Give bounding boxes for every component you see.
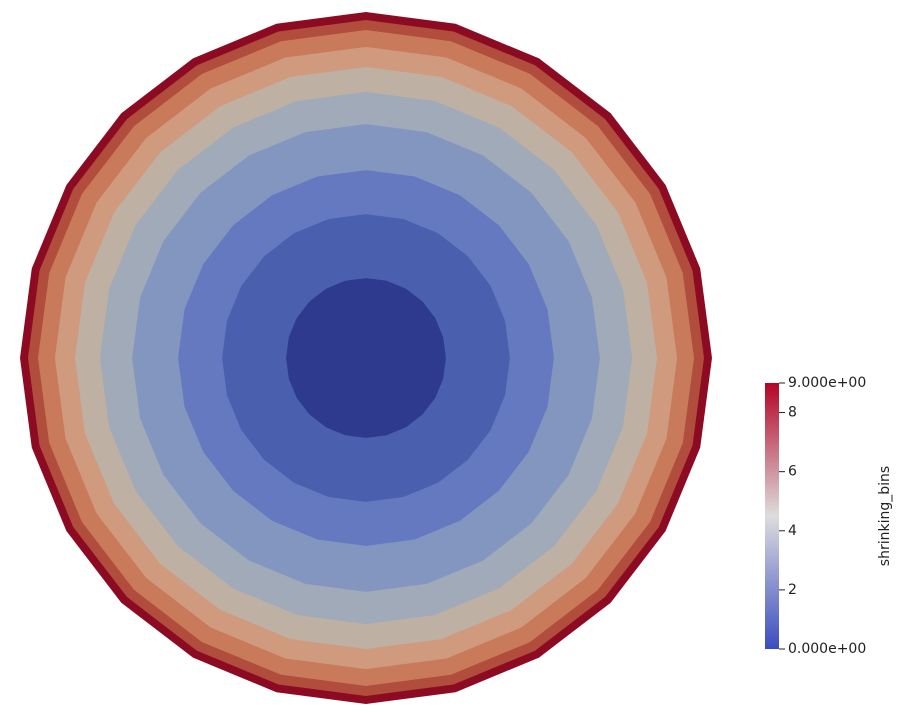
colorbar-tick-label: 2 [788, 582, 797, 598]
band [286, 278, 446, 438]
colorbar-tick-label: 9.000e+00 [788, 375, 866, 391]
colorbar [765, 383, 779, 649]
colorbar-tick-label: 6 [788, 464, 797, 480]
colorbar-tick-label: 4 [788, 523, 797, 539]
colorbar-title: shrinking_bins [877, 466, 893, 566]
colorbar-tick-label: 8 [788, 405, 797, 421]
colorbar-tick-label: 0.000e+00 [788, 641, 866, 657]
